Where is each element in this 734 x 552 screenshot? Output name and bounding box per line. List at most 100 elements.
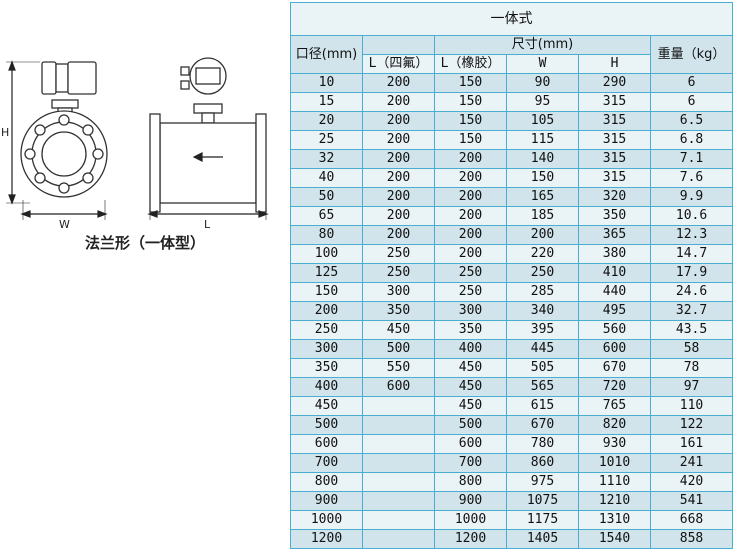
table-cell: 800 <box>290 472 363 492</box>
table-cell: 350 <box>578 206 651 226</box>
table-cell: 200 <box>434 168 507 188</box>
table-cell: 110 <box>649 396 734 416</box>
table-cell: 6.8 <box>649 130 734 150</box>
table-cell: 40 <box>290 168 363 188</box>
table-row: 350 550 450 505 670 78 <box>290 358 734 378</box>
table-cell: 380 <box>578 244 651 264</box>
table-cell: 58 <box>649 339 734 359</box>
table-cell <box>362 453 435 473</box>
table-cell: 161 <box>649 434 734 454</box>
table-cell: 500 <box>362 339 435 359</box>
table-cell: 185 <box>506 206 579 226</box>
table-cell: 9.9 <box>649 187 734 207</box>
table-cell: 1110 <box>578 472 651 492</box>
table-cell: 90 <box>506 73 579 93</box>
table-row: 125 250 250 250 410 17.9 <box>290 263 734 283</box>
table-cell: 17.9 <box>649 263 734 283</box>
table-cell: 32 <box>290 149 363 169</box>
table-row: 50 200 200 165 320 9.9 <box>290 187 734 207</box>
table-cell: 340 <box>506 301 579 321</box>
table-cell: 1310 <box>578 510 651 530</box>
table-cell: 700 <box>434 453 507 473</box>
table-cell: 150 <box>434 130 507 150</box>
table-title: 一体式 <box>289 2 734 36</box>
header-dimensions: 尺寸(mm) <box>434 35 651 55</box>
table-cell: 800 <box>434 472 507 492</box>
table-cell: 600 <box>362 377 435 397</box>
table-cell: 765 <box>578 396 651 416</box>
table-cell: 1405 <box>506 529 579 549</box>
table-cell: 200 <box>362 73 435 93</box>
table-row: 32 200 200 140 315 7.1 <box>290 149 734 169</box>
table-cell: 6 <box>649 92 734 112</box>
table-cell: 43.5 <box>649 320 734 340</box>
table-cell: 541 <box>649 491 734 511</box>
table-cell: 440 <box>578 282 651 302</box>
table-cell: 500 <box>290 415 363 435</box>
table-cell: 1540 <box>578 529 651 549</box>
table-cell: 200 <box>362 225 435 245</box>
table-cell: 495 <box>578 301 651 321</box>
header-blank <box>362 35 435 55</box>
table-cell: 7.6 <box>649 168 734 188</box>
table-cell: 1200 <box>290 529 363 549</box>
table-cell: 7.1 <box>649 149 734 169</box>
table-cell: 150 <box>434 92 507 112</box>
table-cell <box>362 396 435 416</box>
table-cell: 300 <box>290 339 363 359</box>
table-row: 65 200 200 185 350 10.6 <box>290 206 734 226</box>
header-weight: 重量（kg） <box>649 35 734 74</box>
table-row: 150 300 250 285 440 24.6 <box>290 282 734 302</box>
table-cell: 220 <box>506 244 579 264</box>
table-cell <box>362 472 435 492</box>
table-cell: 200 <box>434 187 507 207</box>
table-cell: 560 <box>578 320 651 340</box>
table-cell: 200 <box>362 130 435 150</box>
table-cell: 450 <box>290 396 363 416</box>
table-cell: 285 <box>506 282 579 302</box>
table-cell: 200 <box>362 92 435 112</box>
table-cell: 200 <box>434 244 507 264</box>
table-cell: 600 <box>578 339 651 359</box>
table-cell: 250 <box>362 263 435 283</box>
table-row: 80 200 200 200 365 12.3 <box>290 225 734 245</box>
table-cell: 565 <box>506 377 579 397</box>
table-cell: 315 <box>578 168 651 188</box>
table-cell: 250 <box>506 263 579 283</box>
table-cell: 1175 <box>506 510 579 530</box>
table-cell: 200 <box>362 206 435 226</box>
table-row: 100 250 200 220 380 14.7 <box>290 244 734 264</box>
table-cell: 365 <box>578 225 651 245</box>
table-cell: 1075 <box>506 491 579 511</box>
table-cell: 150 <box>434 111 507 131</box>
table-cell: 450 <box>434 377 507 397</box>
table-cell: 250 <box>290 320 363 340</box>
table-cell: 25 <box>290 130 363 150</box>
table-cell: 200 <box>362 149 435 169</box>
table-cell: 200 <box>434 149 507 169</box>
table-cell: 720 <box>578 377 651 397</box>
table-cell: 315 <box>578 130 651 150</box>
table-cell: 150 <box>434 73 507 93</box>
table-row: 250 450 350 395 560 43.5 <box>290 320 734 340</box>
table-cell: 6.5 <box>649 111 734 131</box>
table-cell: 200 <box>434 225 507 245</box>
table-cell: 150 <box>506 168 579 188</box>
table-cell <box>362 415 435 435</box>
flowmeter-diagram: H W L <box>1 57 269 231</box>
table-row: 400 600 450 565 720 97 <box>290 377 734 397</box>
table-cell: 320 <box>578 187 651 207</box>
header-diameter: 口径(mm) <box>290 35 363 74</box>
table-cell: 450 <box>434 396 507 416</box>
w-label: W <box>59 218 70 231</box>
l-label: L <box>204 218 211 231</box>
table-cell: 600 <box>434 434 507 454</box>
table-cell: 250 <box>434 263 507 283</box>
table-cell: 315 <box>578 92 651 112</box>
table-cell: 615 <box>506 396 579 416</box>
table-cell: 1210 <box>578 491 651 511</box>
table-cell: 550 <box>362 358 435 378</box>
table-cell: 32.7 <box>649 301 734 321</box>
header-l-ptfe: L（四氟） <box>362 54 435 74</box>
table-cell: 668 <box>649 510 734 530</box>
